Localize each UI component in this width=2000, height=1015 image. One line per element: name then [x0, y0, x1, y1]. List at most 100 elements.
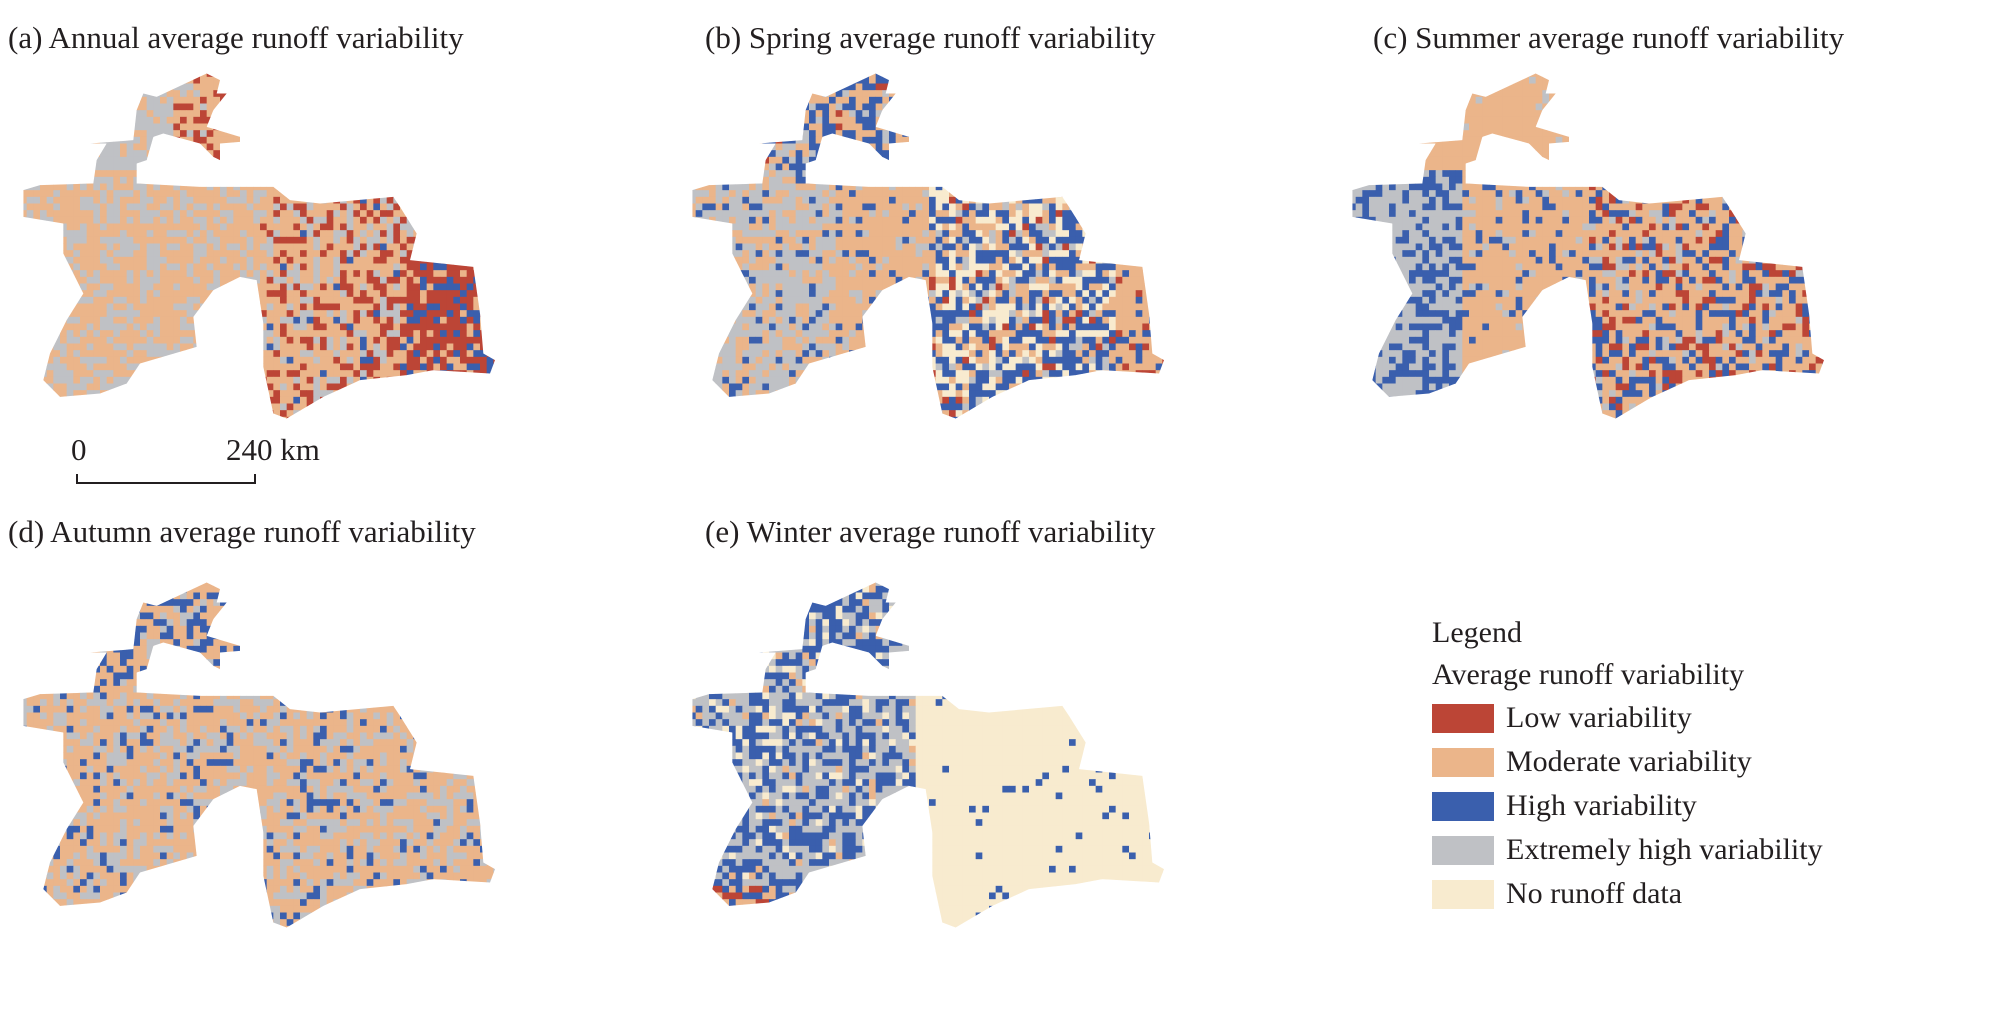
map-cell-moderate: [822, 73, 830, 78]
map-cell-extreme: [46, 163, 54, 171]
map-cell-high: [702, 143, 710, 151]
map-cell-extreme: [340, 310, 347, 318]
map-cell-moderate: [166, 223, 174, 231]
map-cell-moderate: [480, 163, 487, 171]
map-cell-high: [420, 263, 427, 271]
map-cell-moderate: [40, 263, 47, 271]
map-cell-moderate: [66, 170, 74, 178]
map-cell-moderate: [113, 270, 121, 278]
map-cell-low: [373, 216, 381, 224]
map-cell-high: [882, 170, 890, 178]
map-cell-moderate: [113, 303, 121, 311]
map-cell-moderate: [106, 96, 114, 104]
map-cell-high: [849, 136, 856, 144]
map-cell-moderate: [93, 190, 101, 198]
map-cell-moderate: [173, 370, 181, 378]
map-cell-low: [480, 283, 487, 291]
map-cell-extreme: [166, 350, 174, 358]
map-cell-moderate: [73, 303, 81, 311]
map-cell-extreme: [146, 350, 154, 358]
map-cell-moderate: [822, 163, 830, 171]
map-cell-moderate: [982, 170, 990, 178]
map-cell-low: [729, 103, 736, 111]
map-cell-moderate: [253, 156, 261, 164]
map-cell-extreme: [80, 143, 87, 151]
map-cell-high: [702, 123, 710, 131]
map-cell-high: [1162, 76, 1164, 84]
map-cell-extreme: [66, 163, 74, 171]
map-cell-moderate: [220, 150, 227, 158]
map-cell-low: [380, 250, 387, 258]
map-cell-moderate: [346, 396, 354, 404]
map-cell-extreme: [80, 136, 87, 144]
map-cell-low: [360, 363, 367, 371]
map-cell-extreme: [360, 170, 367, 178]
map-cell-low: [466, 316, 474, 324]
map-cell-moderate: [260, 103, 267, 111]
map-cell-moderate: [466, 376, 474, 384]
map-cell-extreme: [80, 330, 87, 338]
map-cell-extreme: [40, 323, 47, 331]
map-cell-moderate: [220, 403, 227, 411]
map-cell-moderate: [400, 73, 407, 78]
map-cell-extreme: [100, 323, 107, 331]
map-cell-moderate: [333, 290, 341, 298]
map-cell-high: [493, 303, 495, 311]
map-cell-extreme: [735, 163, 743, 171]
map-cell-extreme: [80, 230, 87, 238]
map-cell-moderate: [453, 363, 461, 371]
map-cell-extreme: [113, 376, 121, 384]
map-cell-low: [493, 416, 495, 419]
map-cell-extreme: [113, 136, 121, 144]
map-cell-moderate: [100, 396, 107, 404]
map-cell-extreme: [26, 223, 34, 231]
map-cell-low: [426, 110, 434, 118]
map-cell-moderate: [922, 83, 930, 91]
map-cell-moderate: [273, 310, 281, 318]
map-cell-extreme: [173, 416, 181, 419]
map-cell-moderate: [333, 390, 341, 398]
map-cell-moderate: [280, 243, 287, 251]
map-cell-moderate: [1069, 83, 1076, 91]
map-cell-moderate: [895, 170, 903, 178]
map-cell-moderate: [173, 330, 181, 338]
map-cell-high: [1022, 116, 1030, 124]
map-cell-extreme: [33, 316, 41, 324]
map-cell-low: [200, 96, 207, 104]
map-cell-moderate: [702, 116, 710, 124]
map-cell-extreme: [33, 143, 41, 151]
map-cell-moderate: [146, 270, 154, 278]
map-cell-moderate: [153, 390, 161, 398]
map-cell-extreme: [53, 343, 61, 351]
map-cell-high: [692, 110, 696, 118]
map-cell-high: [1142, 143, 1150, 151]
map-cell-low: [380, 150, 387, 158]
map-cell-high: [493, 323, 495, 331]
map-cell-high: [929, 96, 936, 104]
map-cell-moderate: [306, 323, 314, 331]
map-cell-low: [300, 303, 307, 311]
map-cell-extreme: [140, 90, 147, 98]
map-cell-moderate: [73, 223, 81, 231]
map-cell-moderate: [420, 390, 427, 398]
map-cell-moderate: [200, 163, 207, 171]
map-cell-moderate: [440, 83, 447, 91]
map-cell-moderate: [340, 96, 347, 104]
map-cell-moderate: [40, 243, 47, 251]
map-cell-extreme: [80, 196, 87, 204]
map-cell-extreme: [100, 190, 107, 198]
map-cell-moderate: [353, 216, 361, 224]
map-cell-moderate: [360, 416, 367, 419]
map-cell-moderate: [206, 350, 214, 358]
map-cell-extreme: [23, 130, 27, 138]
map-cell-high: [692, 123, 696, 131]
map-cell-high: [795, 110, 803, 118]
map-cell-high: [762, 76, 770, 84]
map-cell-moderate: [166, 90, 174, 98]
map-cell-moderate: [895, 103, 903, 111]
map-cell-extreme: [180, 90, 187, 98]
map-cell-moderate: [1135, 76, 1143, 84]
map-cell-moderate: [1129, 170, 1136, 178]
map-cell-extreme: [66, 116, 74, 124]
map-cell-low: [406, 283, 414, 291]
